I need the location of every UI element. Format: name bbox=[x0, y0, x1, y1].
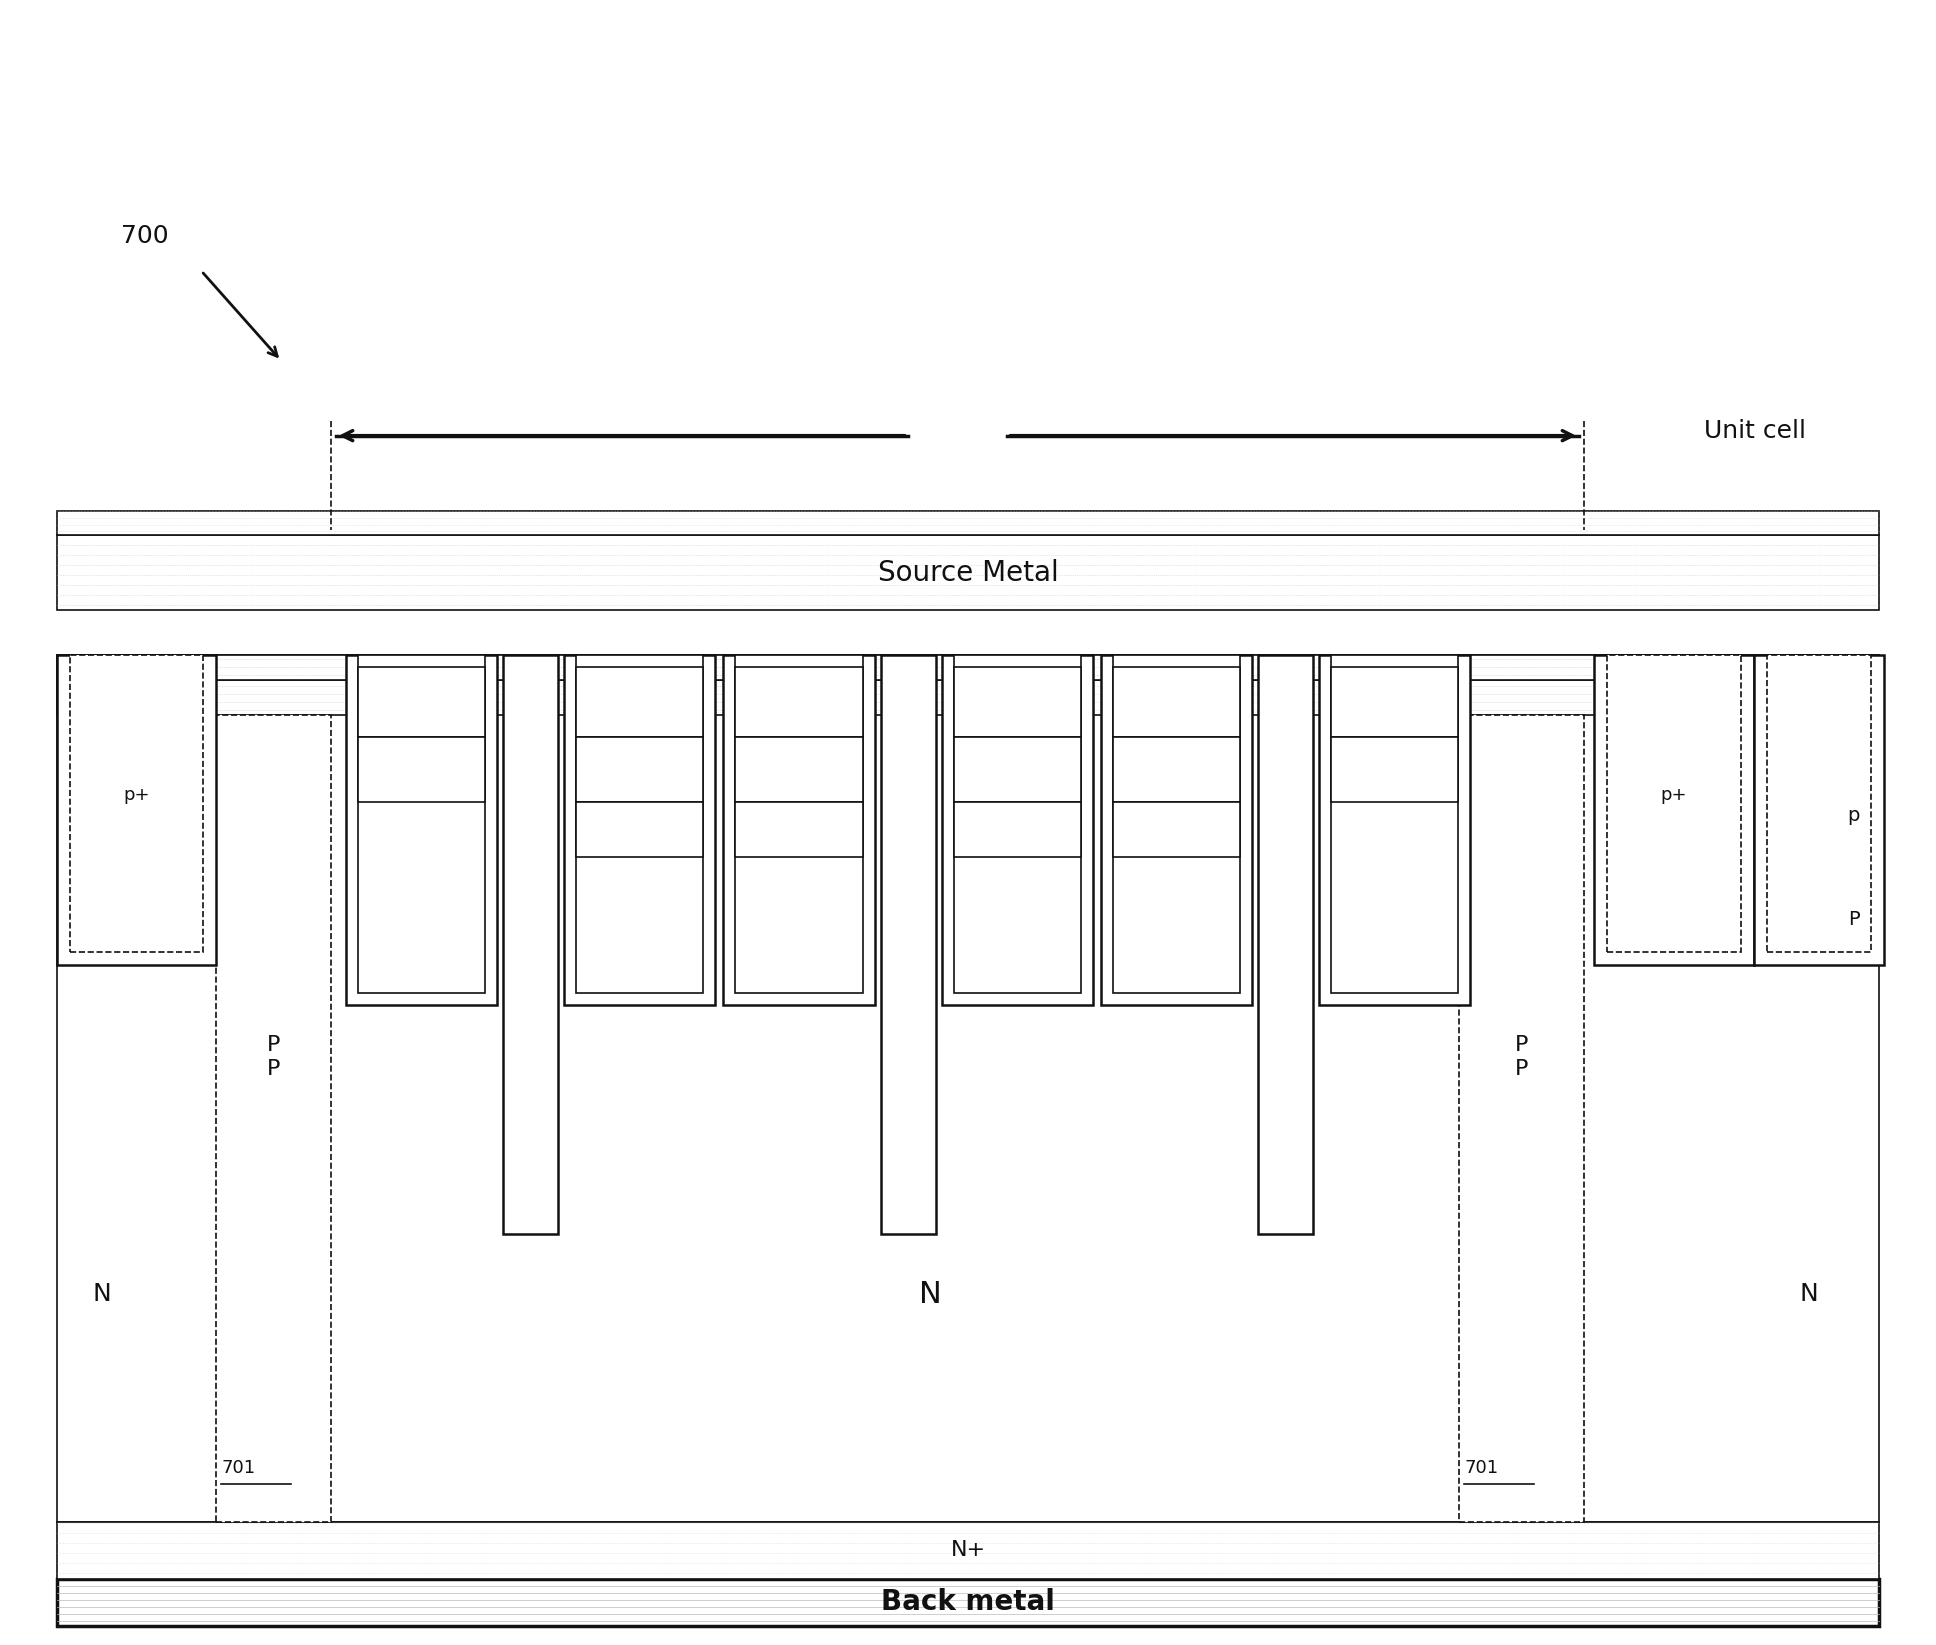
Bar bbox=[56, 655, 1880, 1522]
Bar bbox=[1113, 655, 1241, 992]
Bar bbox=[347, 655, 498, 1005]
Text: N+: N+ bbox=[951, 1540, 985, 1559]
Bar bbox=[954, 737, 1080, 803]
Bar bbox=[1113, 668, 1241, 737]
Bar bbox=[56, 1579, 1880, 1625]
Text: n+: n+ bbox=[1165, 694, 1187, 709]
Bar bbox=[881, 655, 935, 1234]
Bar bbox=[358, 655, 486, 992]
Text: p: p bbox=[635, 822, 645, 837]
Text: 700: 700 bbox=[122, 224, 168, 248]
Bar bbox=[1607, 655, 1740, 952]
Text: n+: n+ bbox=[410, 694, 434, 709]
Bar bbox=[941, 655, 1092, 1005]
Bar bbox=[56, 1522, 1880, 1579]
Text: p+: p+ bbox=[410, 762, 434, 776]
Bar bbox=[217, 716, 331, 1522]
Text: Back metal: Back metal bbox=[881, 1587, 1055, 1615]
Bar bbox=[56, 655, 217, 964]
Text: G: G bbox=[1344, 936, 1359, 954]
Bar bbox=[563, 655, 716, 1005]
Bar bbox=[1258, 655, 1313, 1234]
Bar bbox=[358, 668, 486, 737]
Bar bbox=[1258, 655, 1313, 1234]
Text: p+: p+ bbox=[1165, 762, 1187, 776]
Bar bbox=[954, 655, 1080, 992]
Text: P: P bbox=[267, 1059, 281, 1079]
Text: p: p bbox=[1847, 806, 1860, 824]
Bar bbox=[736, 803, 863, 857]
Text: n+: n+ bbox=[1007, 694, 1028, 709]
Bar bbox=[503, 655, 558, 1234]
Bar bbox=[358, 737, 486, 803]
Text: N: N bbox=[920, 1280, 941, 1309]
Bar bbox=[1102, 655, 1253, 1005]
Bar bbox=[881, 655, 935, 1234]
Text: Unit cell: Unit cell bbox=[1704, 419, 1806, 443]
Bar bbox=[56, 510, 1880, 536]
Bar bbox=[954, 668, 1080, 737]
Bar bbox=[1593, 655, 1754, 964]
Bar bbox=[577, 655, 703, 992]
Text: p+: p+ bbox=[1007, 762, 1028, 776]
Bar bbox=[736, 655, 863, 992]
Bar bbox=[70, 655, 203, 952]
Text: 701: 701 bbox=[221, 1459, 256, 1477]
Text: G: G bbox=[966, 936, 982, 954]
Text: N: N bbox=[93, 1281, 110, 1306]
Text: P: P bbox=[267, 1035, 281, 1054]
Bar bbox=[577, 668, 703, 737]
Text: N: N bbox=[1799, 1281, 1818, 1306]
Bar bbox=[1754, 655, 1884, 964]
Bar bbox=[954, 803, 1080, 857]
Text: 701: 701 bbox=[1464, 1459, 1498, 1477]
Bar bbox=[577, 803, 703, 857]
Text: Source Metal: Source Metal bbox=[877, 559, 1059, 587]
Bar bbox=[1330, 655, 1458, 992]
Bar bbox=[1113, 737, 1241, 803]
Text: p: p bbox=[1171, 822, 1181, 837]
Text: n+: n+ bbox=[1384, 694, 1406, 709]
Text: p: p bbox=[794, 822, 803, 837]
Bar bbox=[736, 668, 863, 737]
Text: p+: p+ bbox=[788, 762, 811, 776]
Text: p+: p+ bbox=[1661, 786, 1686, 803]
Bar bbox=[577, 737, 703, 803]
Text: n+: n+ bbox=[788, 694, 811, 709]
Bar bbox=[724, 655, 875, 1005]
Bar bbox=[736, 737, 863, 803]
Bar bbox=[56, 681, 1880, 716]
Text: G: G bbox=[589, 936, 604, 954]
Text: n+: n+ bbox=[629, 694, 650, 709]
Bar bbox=[56, 655, 1880, 681]
Text: p+: p+ bbox=[629, 762, 650, 776]
Text: p+: p+ bbox=[124, 786, 149, 803]
Bar bbox=[1460, 716, 1584, 1522]
Text: p+: p+ bbox=[1384, 762, 1406, 776]
Bar bbox=[56, 536, 1880, 610]
Text: p: p bbox=[1013, 822, 1022, 837]
Bar bbox=[1768, 655, 1872, 952]
Bar bbox=[503, 655, 558, 1234]
Bar bbox=[1113, 803, 1241, 857]
Bar bbox=[1318, 655, 1469, 1005]
Text: P: P bbox=[1514, 1059, 1528, 1079]
Text: P: P bbox=[1847, 910, 1859, 929]
Bar bbox=[1330, 737, 1458, 803]
Bar bbox=[1330, 668, 1458, 737]
Text: P: P bbox=[1514, 1035, 1528, 1054]
